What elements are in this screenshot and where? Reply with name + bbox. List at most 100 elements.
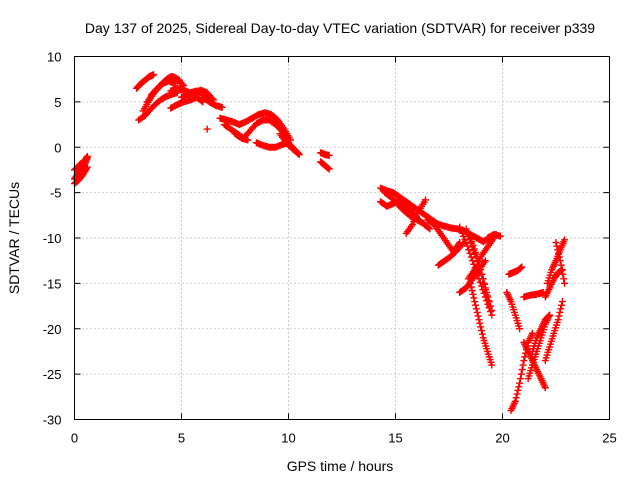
- data-point: [545, 312, 553, 320]
- data-point: [561, 279, 569, 287]
- series-t20: [377, 184, 500, 246]
- chart-title: Day 137 of 2025, Sidereal Day-to-day VTE…: [85, 20, 595, 36]
- data-point: [472, 305, 480, 313]
- data-point: [552, 239, 560, 247]
- data-point: [203, 125, 211, 133]
- data-point: [561, 236, 569, 244]
- x-axis-label: GPS time / hours: [287, 458, 394, 474]
- y-axis-label: SDTVAR / TECUs: [6, 182, 22, 294]
- data-point: [558, 298, 566, 306]
- data-point: [478, 327, 486, 335]
- series-t22: [381, 189, 434, 233]
- series-t19: [317, 158, 333, 173]
- data-point: [458, 229, 466, 237]
- data-point: [82, 165, 90, 173]
- series-t25: [434, 239, 468, 269]
- series-t04: [135, 89, 181, 124]
- data-point: [467, 283, 475, 291]
- data-point: [470, 294, 478, 302]
- y-tick-label: 0: [54, 140, 61, 155]
- data-point: [462, 225, 470, 233]
- data-point: [473, 308, 481, 316]
- data-point: [556, 308, 564, 316]
- x-tick-label: 5: [178, 431, 185, 446]
- x-tick-label: 10: [281, 431, 295, 446]
- y-tick-label: -25: [43, 367, 62, 382]
- data-point: [462, 239, 470, 247]
- series-t15: [231, 130, 252, 144]
- data-point: [555, 253, 563, 261]
- series-t39: [528, 311, 554, 355]
- data-point: [477, 323, 485, 331]
- data-point: [325, 151, 333, 159]
- series-t42: [541, 298, 566, 365]
- y-tick-label: 5: [54, 95, 61, 110]
- data-point: [556, 257, 564, 265]
- series-t28: [466, 234, 494, 310]
- y-tick-label: 10: [47, 50, 61, 65]
- data-point: [421, 196, 429, 204]
- data-point: [521, 353, 529, 361]
- data-point: [488, 361, 496, 369]
- series-t43: [552, 239, 569, 287]
- data-point: [514, 386, 522, 394]
- data-point: [294, 149, 302, 157]
- data-point: [481, 257, 489, 265]
- y-tick-label: -5: [50, 186, 62, 201]
- data-point: [553, 242, 561, 250]
- data-point: [465, 246, 473, 254]
- data-point: [83, 163, 91, 171]
- data-point: [512, 394, 520, 402]
- data-point: [516, 375, 524, 383]
- data-point: [475, 316, 483, 324]
- series-t23: [402, 196, 429, 237]
- data-point: [515, 383, 523, 391]
- data-point: [295, 151, 303, 159]
- series-t34: [503, 288, 524, 333]
- data-point: [488, 307, 496, 315]
- data-point: [476, 319, 484, 327]
- data-point: [325, 165, 333, 173]
- series-t12: [203, 125, 211, 133]
- data-layer: [71, 71, 569, 414]
- series-t33: [505, 263, 526, 278]
- plot-frame: [74, 56, 610, 420]
- data-point: [466, 279, 474, 287]
- data-point: [468, 238, 476, 246]
- data-point: [478, 330, 486, 338]
- y-tick-label: -15: [43, 276, 62, 291]
- data-point: [426, 225, 434, 233]
- y-tick-label: -30: [43, 413, 62, 428]
- data-point: [559, 270, 567, 278]
- data-point: [83, 152, 91, 160]
- series-t10: [167, 93, 207, 112]
- data-point: [466, 234, 474, 242]
- data-point: [466, 249, 474, 257]
- series-t07: [148, 72, 188, 99]
- data-point: [456, 223, 464, 231]
- data-point: [557, 305, 565, 313]
- series-t31: [466, 279, 496, 369]
- data-point: [555, 312, 563, 320]
- data-point: [511, 397, 519, 405]
- data-point: [457, 226, 465, 234]
- data-point: [244, 136, 252, 144]
- data-point: [150, 71, 158, 79]
- data-point: [558, 301, 566, 309]
- data-point: [424, 224, 432, 232]
- data-point: [518, 366, 526, 374]
- data-point: [517, 370, 525, 378]
- data-point: [557, 261, 565, 269]
- data-point: [496, 232, 504, 240]
- data-point: [516, 325, 524, 333]
- data-point: [472, 249, 480, 257]
- grid-layer: [74, 56, 610, 420]
- data-point: [463, 229, 471, 237]
- data-point: [324, 164, 332, 172]
- data-point: [517, 264, 525, 272]
- series-t30: [464, 234, 498, 283]
- data-point: [482, 286, 490, 294]
- data-point: [218, 103, 226, 111]
- data-point: [476, 278, 484, 286]
